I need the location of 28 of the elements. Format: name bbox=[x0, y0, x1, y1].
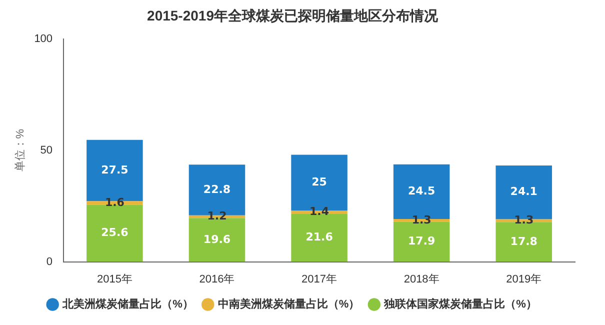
bar bbox=[86, 204, 143, 262]
data-label: 1.2 bbox=[207, 210, 227, 223]
x-tick-label: 2015年 bbox=[96, 273, 132, 286]
data-label: 19.6 bbox=[203, 232, 231, 246]
y-tick-label: 100 bbox=[34, 32, 53, 45]
chart-title: 2015-2019年全球煤炭已探明储量地区分布情况 bbox=[147, 7, 439, 24]
x-tick-label: 2016年 bbox=[199, 273, 235, 286]
bar bbox=[496, 222, 552, 262]
data-label: 17.9 bbox=[408, 234, 436, 248]
y-tick-label: 0 bbox=[46, 256, 53, 268]
x-tick-label: 2017年 bbox=[302, 273, 338, 286]
data-label: 25.6 bbox=[101, 226, 129, 240]
data-label: 27.5 bbox=[101, 163, 128, 176]
x-tick-label: 2018年 bbox=[404, 273, 440, 286]
y-tick-label: 50 bbox=[40, 144, 53, 156]
data-label: 22.8 bbox=[203, 182, 231, 196]
data-label: 24.5 bbox=[408, 184, 436, 198]
bar bbox=[291, 214, 348, 262]
legend-label: 北美洲煤炭储量占比（%） bbox=[62, 298, 194, 311]
data-label: 24.1 bbox=[510, 185, 538, 198]
y-axis-title: 单位：% bbox=[14, 128, 27, 172]
data-label: 17.8 bbox=[510, 234, 538, 248]
bar bbox=[188, 218, 246, 262]
data-label: 25 bbox=[312, 175, 327, 188]
x-tick-label: 2019年 bbox=[506, 273, 542, 286]
data-label: 21.6 bbox=[306, 230, 334, 244]
legend-label: 独联体国家煤炭储量占比（%） bbox=[383, 298, 537, 311]
legend-label: 中南美洲煤炭储量占比（%） bbox=[218, 298, 360, 311]
